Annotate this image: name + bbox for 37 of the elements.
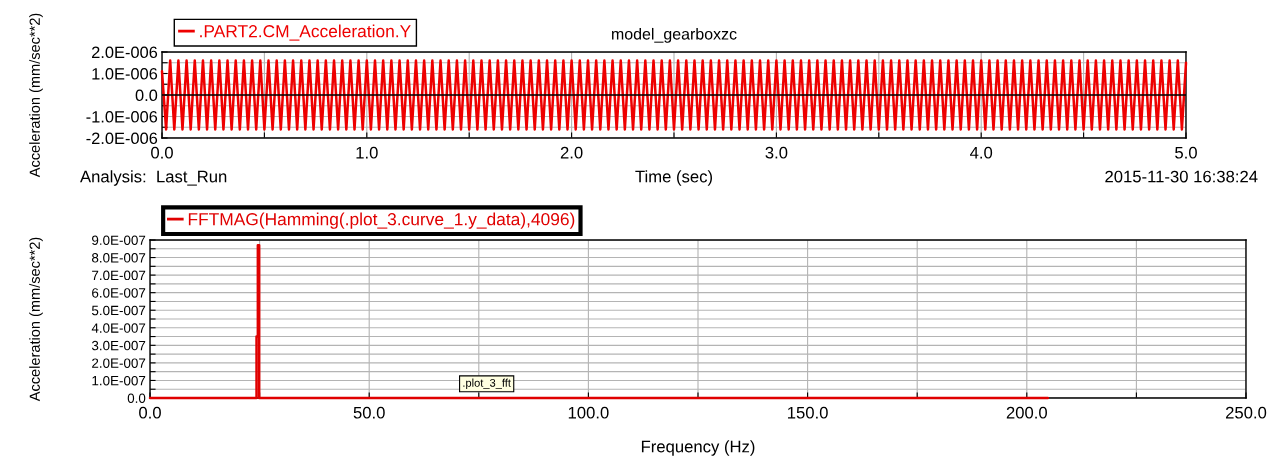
y-tick-label: 0.0 bbox=[127, 393, 146, 403]
x-tick-label: 2.0 bbox=[560, 146, 583, 159]
y-tick-label: 3.0E-007 bbox=[91, 340, 146, 351]
y-tick-label: 1.0E-007 bbox=[92, 375, 146, 386]
y-tick-label: 0.0 bbox=[135, 89, 158, 102]
x-tick-label: 150.0 bbox=[788, 406, 828, 419]
x-tick-label: 200.0 bbox=[1006, 406, 1047, 419]
x-tick-label: 5.0 bbox=[1175, 146, 1197, 159]
y-tick-label: 9.0E-007 bbox=[92, 235, 146, 245]
text: 2015-11-30 16:38:24 bbox=[1105, 170, 1258, 183]
legend-label: .PART2.CM_Acceleration.Y bbox=[200, 24, 411, 41]
x-tick-label: 4.0 bbox=[970, 146, 993, 159]
annotation: .plot_3_fft bbox=[463, 378, 511, 389]
y-tick-label: 2.0E-006 bbox=[92, 46, 158, 59]
y-tick-label: 2.0E-007 bbox=[92, 358, 146, 368]
x-tick-label: 50.0 bbox=[353, 406, 385, 419]
line-series bbox=[160, 59, 1188, 131]
y-tick-label: -2.0E-006 bbox=[86, 132, 158, 145]
x-axis-title: Time (sec) bbox=[635, 170, 713, 186]
x-tick-label: 100.0 bbox=[568, 406, 609, 419]
y-axis-title: Acceleration (mm/sec**2) bbox=[29, 13, 43, 178]
x-tick-label: 0.0 bbox=[151, 146, 173, 159]
y-tick-label: 8.0E-007 bbox=[91, 253, 146, 263]
text: Analysis: Last_Run bbox=[80, 170, 227, 186]
y-tick-label: 7.0E-007 bbox=[92, 270, 146, 281]
y-tick-label: 6.0E-007 bbox=[92, 288, 146, 298]
x-axis-title: Frequency (Hz) bbox=[641, 440, 755, 456]
y-axis-title: Acceleration (mm/sec**2) bbox=[29, 237, 43, 402]
x-tick-label: 3.0 bbox=[765, 146, 788, 159]
legend-label: FFTMAG(Hamming(.plot_3.curve_1.y_data),4096) bbox=[188, 212, 575, 229]
x-tick-label: 250.0 bbox=[1225, 406, 1267, 419]
y-tick-label: -1.0E-006 bbox=[86, 110, 158, 123]
y-tick-label: 5.0E-007 bbox=[91, 305, 146, 316]
y-tick-label: 1.0E-006 bbox=[92, 67, 158, 80]
x-tick-label: 1.0 bbox=[356, 146, 378, 159]
y-tick-label: 4.0E-007 bbox=[91, 323, 146, 333]
chart-title: model_gearboxzc bbox=[612, 27, 737, 43]
